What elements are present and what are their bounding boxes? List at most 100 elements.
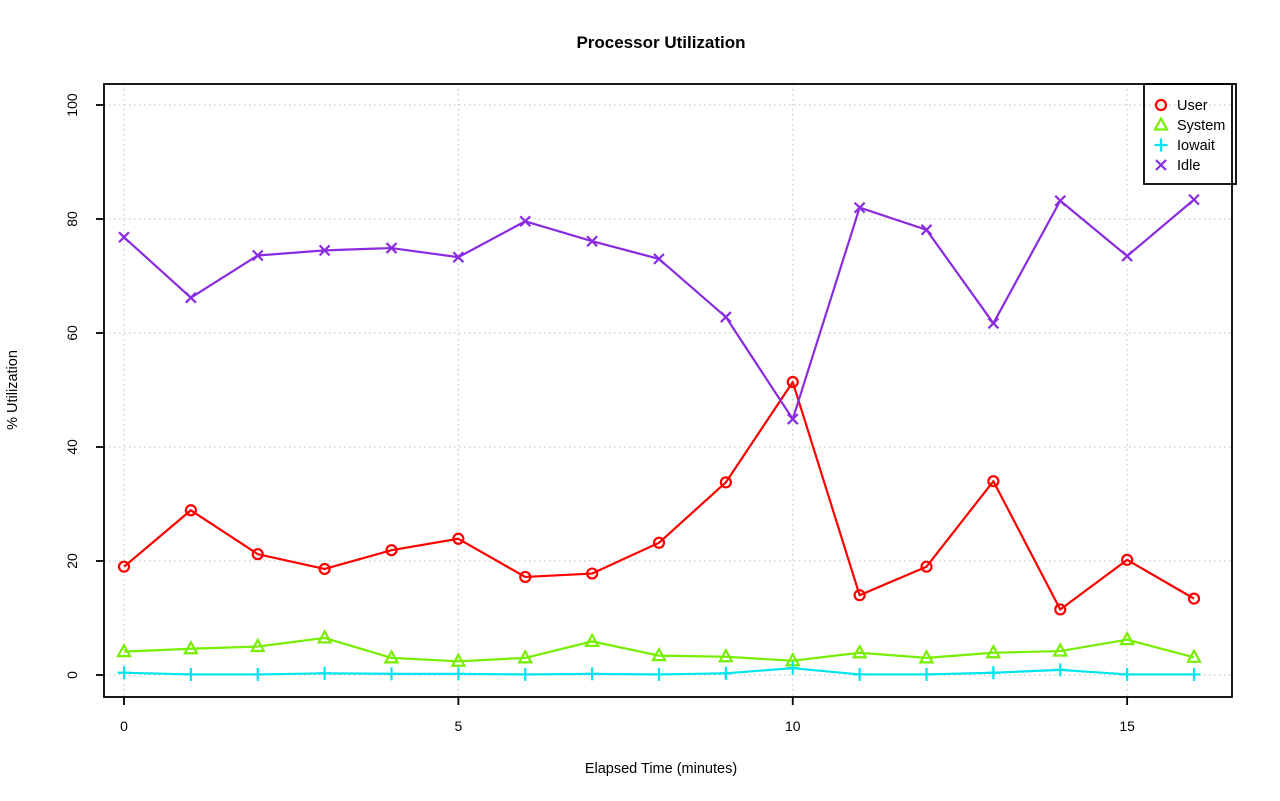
x-tick-label-15: 15 — [1119, 718, 1135, 734]
user-marker-6-shape — [519, 570, 532, 584]
system-line — [123, 636, 1195, 663]
user-marker-5-shape — [452, 532, 465, 545]
idle-marker-4 — [385, 242, 398, 254]
user-marker-10 — [786, 375, 799, 389]
user-marker-3 — [318, 562, 331, 576]
system-marker-5 — [450, 652, 467, 667]
user-marker-7 — [586, 567, 599, 580]
iowait-marker-1 — [184, 667, 198, 681]
legend-label-user: User — [1177, 98, 1208, 114]
idle-marker-4-d2 — [385, 242, 398, 254]
iowait-marker-16 — [1187, 667, 1201, 681]
legend-box — [1143, 83, 1237, 185]
series-layer — [116, 193, 1202, 681]
user-marker-10-shape — [786, 375, 799, 389]
system-marker-4-shape — [383, 649, 400, 664]
user-marker-9 — [719, 476, 732, 489]
iowait-marker-12 — [920, 667, 933, 681]
user-marker-0 — [117, 560, 131, 573]
user-marker-1 — [184, 504, 197, 517]
iowait-marker-15 — [1120, 667, 1134, 681]
system-marker-9 — [718, 647, 734, 663]
user-line — [123, 380, 1195, 611]
x-tick-label-5: 5 — [454, 718, 462, 734]
user-marker-2 — [251, 548, 264, 561]
iowait-marker-9 — [719, 666, 733, 680]
idle-marker-3-d2 — [318, 244, 331, 257]
idle-marker-13 — [987, 317, 1000, 330]
y-tick-label-80: 80 — [64, 211, 80, 227]
user-marker-14 — [1054, 603, 1067, 616]
iowait-marker-0 — [117, 666, 131, 680]
user-marker-4 — [385, 544, 398, 557]
iowait-marker-5 — [451, 667, 465, 681]
system-marker-7 — [584, 632, 600, 647]
x-tick-label-10: 10 — [785, 718, 801, 734]
idle-marker-11-d2 — [853, 201, 866, 214]
x-tick-label-0: 0 — [120, 718, 128, 734]
system-marker-0-shape — [116, 642, 132, 658]
idle-marker-14 — [1054, 194, 1067, 207]
y-tick-label-20: 20 — [64, 553, 80, 569]
iowait-marker-8 — [652, 667, 666, 681]
user-marker-16-shape — [1187, 592, 1201, 605]
iowait-marker-13 — [986, 666, 1000, 680]
idle-marker-9-d2 — [720, 311, 732, 323]
user-marker-11 — [853, 589, 866, 602]
idle-line — [123, 198, 1195, 421]
idle-marker-10-d2 — [786, 413, 799, 425]
idle-marker-2 — [251, 249, 264, 262]
system-marker-9-shape — [718, 647, 734, 663]
user-marker-2-shape — [251, 548, 264, 561]
idle-marker-6 — [519, 215, 532, 228]
idle-marker-8 — [653, 253, 665, 265]
user-marker-7-shape — [586, 567, 599, 580]
iowait-marker-2 — [251, 667, 265, 681]
y-tick-label-100: 100 — [64, 93, 80, 117]
legend-marker-user — [1154, 98, 1168, 112]
idle-marker-9 — [720, 311, 732, 323]
system-marker-14-shape — [1052, 642, 1069, 657]
idle-marker-7-d2 — [586, 235, 598, 248]
user-marker-0-shape — [117, 560, 131, 573]
idle-marker-2-d2 — [251, 249, 264, 262]
system-marker-16 — [1186, 648, 1202, 663]
system-marker-13-shape — [985, 643, 1002, 659]
user-marker-12-shape — [920, 560, 933, 573]
series-idle — [118, 193, 1200, 425]
user-marker-14-shape — [1054, 603, 1067, 616]
y-axis-label: % Utilization — [5, 350, 21, 430]
legend-label-iowait: Iowait — [1177, 138, 1215, 154]
system-marker-8-shape — [651, 646, 667, 662]
iowait-marker-10 — [786, 661, 800, 675]
idle-marker-8-d2 — [653, 253, 665, 265]
idle-marker-10 — [786, 413, 799, 425]
iowait-marker-6 — [518, 667, 532, 681]
user-marker-13 — [987, 475, 1000, 488]
grid-layer — [104, 84, 1232, 697]
iowait-marker-3 — [318, 666, 332, 680]
x-axis-label: Elapsed Time (minutes) — [585, 761, 737, 777]
idle-marker-12 — [920, 224, 933, 236]
idle-marker-5 — [452, 251, 465, 263]
user-marker-1-shape — [184, 504, 197, 517]
system-marker-11-shape — [851, 643, 868, 659]
system-marker-0 — [116, 642, 132, 658]
y-tick-label-60: 60 — [64, 325, 80, 341]
user-marker-8 — [652, 536, 666, 549]
idle-marker-7 — [586, 235, 598, 248]
system-marker-8 — [651, 646, 667, 662]
iowait-marker-4 — [385, 667, 398, 681]
system-marker-2 — [249, 637, 266, 653]
y-tick-label-0: 0 — [64, 671, 80, 679]
idle-marker-11 — [853, 201, 866, 214]
idle-marker-12-d2 — [920, 224, 933, 236]
iowait-marker-7 — [585, 667, 599, 681]
legend-marker-idle-d2 — [1155, 159, 1167, 171]
user-marker-12 — [920, 560, 933, 573]
legend-marker-system-shape — [1153, 116, 1169, 131]
user-marker-15-shape — [1121, 553, 1134, 566]
idle-marker-16-d2 — [1188, 193, 1200, 206]
